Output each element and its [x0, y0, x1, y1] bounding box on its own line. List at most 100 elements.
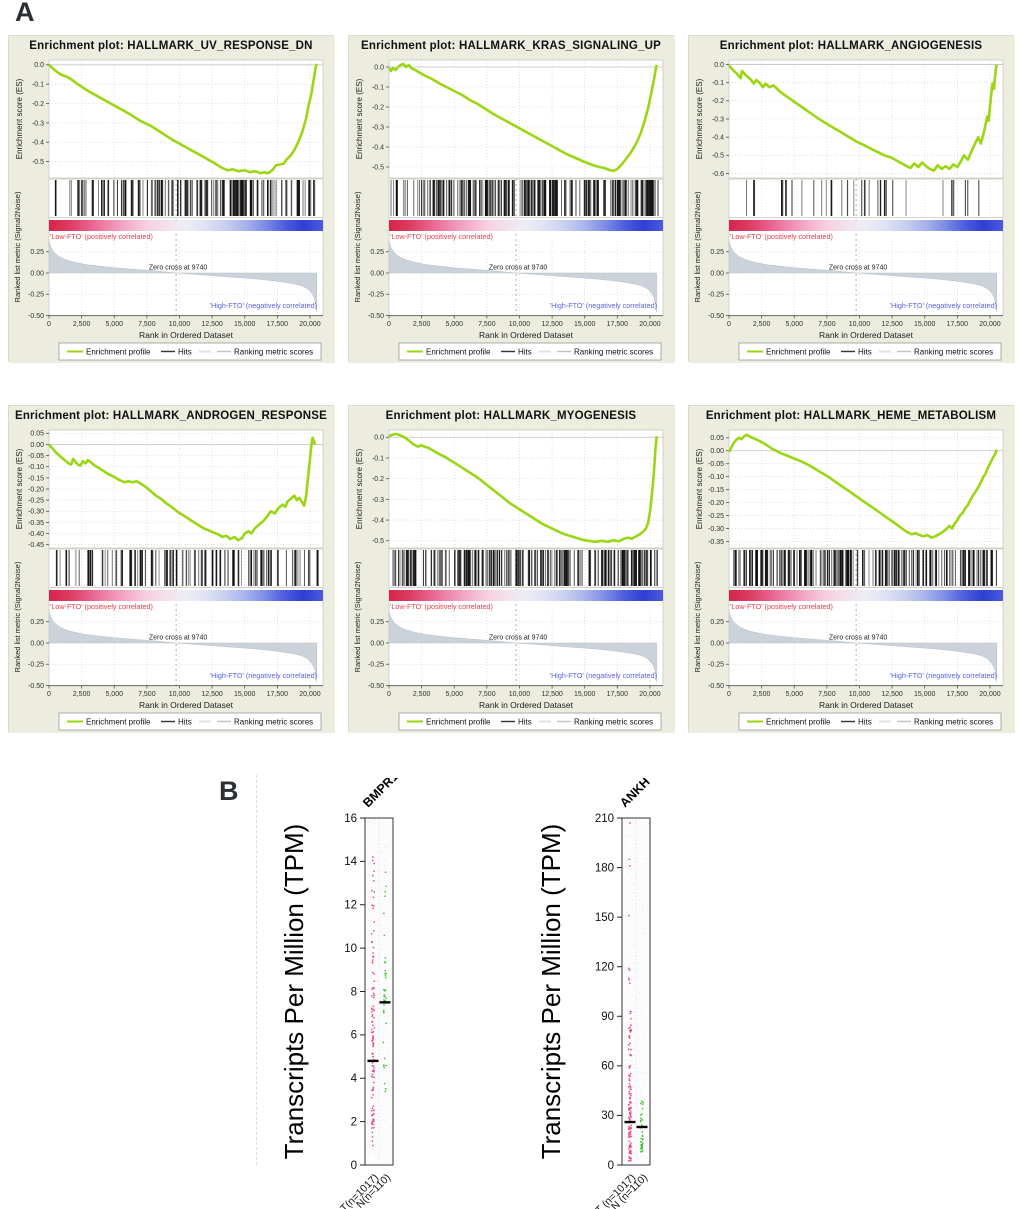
- svg-text:17,500: 17,500: [947, 321, 969, 328]
- hits-bars: [54, 180, 316, 216]
- svg-text:-0.3: -0.3: [712, 116, 724, 123]
- phenotype-gradient-bar: [49, 590, 323, 601]
- svg-text:12,500: 12,500: [541, 691, 563, 698]
- legend: Enrichment profile Hits Ranking metric sco…: [58, 342, 322, 361]
- svg-text:Enrichment profile: Enrichment profile: [426, 348, 491, 357]
- svg-text:10,000: 10,000: [849, 691, 871, 698]
- es-axis-label: Enrichment score (ES): [695, 448, 704, 529]
- svg-text:Enrichment profile: Enrichment profile: [766, 718, 831, 727]
- svg-text:2,500: 2,500: [73, 321, 91, 328]
- svg-text:15,000: 15,000: [574, 691, 596, 698]
- svg-text:-0.35: -0.35: [708, 539, 724, 546]
- svg-text:Enrichment profile: Enrichment profile: [426, 718, 491, 727]
- svg-text:-0.2: -0.2: [32, 101, 44, 108]
- svg-text:-0.2: -0.2: [372, 476, 384, 483]
- svg-text:-0.15: -0.15: [708, 487, 724, 494]
- gsea-plot-title: Enrichment plot: HALLMARK_KRAS_SIGNALING…: [361, 40, 661, 52]
- low-fto-label: 'Low-FTO' (positively correlated): [50, 232, 153, 241]
- phenotype-gradient-bar: [389, 220, 663, 231]
- svg-text:Ranking metric scores: Ranking metric scores: [914, 718, 993, 727]
- svg-text:210: 210: [595, 813, 614, 825]
- ranking-metric-area: [388, 611, 657, 683]
- svg-text:-0.25: -0.25: [708, 292, 724, 299]
- svg-text:0.25: 0.25: [710, 619, 724, 626]
- svg-text:0.00: 0.00: [30, 270, 44, 277]
- svg-text:12: 12: [344, 900, 357, 912]
- svg-text:16: 16: [344, 813, 357, 825]
- svg-text:120: 120: [595, 962, 614, 974]
- svg-text:-0.25: -0.25: [368, 292, 384, 299]
- expression-dots-tumor: [627, 822, 633, 1162]
- svg-text:5,000: 5,000: [785, 321, 803, 328]
- hits-bars: [392, 550, 658, 586]
- enrichment-score-curve: [387, 62, 658, 173]
- legend: Enrichment profile Hits Ranking metric sco…: [58, 712, 322, 731]
- zero-cross-label: Zero cross at 9740: [829, 265, 887, 272]
- svg-text:0.25: 0.25: [370, 619, 384, 626]
- svg-text:90: 90: [601, 1011, 614, 1023]
- svg-text:0.00: 0.00: [30, 442, 44, 449]
- svg-text:-0.2: -0.2: [712, 98, 724, 105]
- zero-cross-label: Zero cross at 9740: [829, 635, 887, 642]
- gsea-chart-svg: 0.05 0.00 -0.05 -0.10 -0.15 -0.20 -0.25 -0.30 -0…: [9, 406, 335, 733]
- ranking-metric-area: [728, 241, 997, 313]
- svg-text:Enrichment profile: Enrichment profile: [86, 348, 151, 357]
- low-fto-label: 'Low-FTO' (positively correlated): [390, 602, 493, 611]
- gsea-plot-title: Enrichment plot: HALLMARK_MYOGENESIS: [385, 410, 637, 422]
- svg-text:20,000: 20,000: [639, 691, 661, 698]
- x-axis-label: Rank in Ordered Dataset: [819, 330, 914, 340]
- high-fto-label: 'High-FTO' (negatively correlated): [210, 671, 317, 680]
- svg-text:-0.05: -0.05: [28, 453, 44, 460]
- svg-text:12,500: 12,500: [881, 321, 903, 328]
- ranking-metric-area: [388, 241, 657, 313]
- gene-name-label: ANKH: [617, 778, 652, 810]
- gsea-chart-svg: 0.05 0.00 -0.05 -0.10 -0.15 -0.20 -0.25 -0.30 -0…: [689, 406, 1015, 733]
- enrichment-score-curve: [388, 432, 658, 544]
- metric-axis-label: Ranked list metric (Signal2Noise): [353, 191, 362, 302]
- svg-text:Enrichment profile: Enrichment profile: [86, 718, 151, 727]
- svg-text:0.00: 0.00: [370, 270, 384, 277]
- svg-text:-0.50: -0.50: [28, 683, 44, 690]
- svg-text:-0.5: -0.5: [32, 159, 44, 166]
- svg-text:15,000: 15,000: [914, 321, 936, 328]
- svg-text:0.25: 0.25: [370, 249, 384, 256]
- low-fto-label: 'Low-FTO' (positively correlated): [50, 602, 153, 611]
- svg-text:0.0: 0.0: [714, 62, 724, 69]
- gsea-plot-title: Enrichment plot: HALLMARK_HEME_METABOLIS…: [705, 410, 997, 422]
- svg-text:-0.35: -0.35: [28, 520, 44, 527]
- gsea-plot-angiogenesis: 0.0 -0.1 -0.2 -0.3 -0.4 -0.5 -0.6 0.25 0.00 -0.25…: [688, 35, 1015, 363]
- x-axis-label: Rank in Ordered Dataset: [139, 700, 234, 710]
- svg-text:0.25: 0.25: [710, 249, 724, 256]
- svg-text:0.05: 0.05: [710, 435, 724, 442]
- svg-text:Ranking metric scores: Ranking metric scores: [234, 348, 313, 357]
- panel-b-divider-line: [256, 775, 257, 1165]
- es-axis-label: Enrichment score (ES): [15, 448, 24, 529]
- svg-text:2,500: 2,500: [73, 691, 91, 698]
- svg-text:-0.5: -0.5: [372, 164, 384, 171]
- tpm-plot-bmpr1a: 0 2 4 6 8 10 12 14 16 Transcripts Per Million (TP…: [279, 778, 407, 1209]
- svg-text:0.25: 0.25: [30, 249, 44, 256]
- low-fto-label: 'Low-FTO' (positively correlated): [730, 232, 833, 241]
- svg-text:-0.45: -0.45: [28, 542, 44, 549]
- tpm-plot-ankh: 0 30 60 90 120 150 180 210 Transcripts Per Milli…: [536, 778, 653, 1209]
- svg-text:Hits: Hits: [518, 718, 532, 727]
- svg-text:Hits: Hits: [858, 348, 872, 357]
- svg-text:12,500: 12,500: [881, 691, 903, 698]
- gsea-plot-myogenesis: 0.0 -0.1 -0.2 -0.3 -0.4 -0.5 0.25 0.00 -0.25 -0.5…: [348, 405, 675, 733]
- svg-text:-0.20: -0.20: [708, 500, 724, 507]
- svg-text:-0.4: -0.4: [372, 144, 384, 151]
- svg-text:10,000: 10,000: [169, 691, 191, 698]
- svg-text:-0.4: -0.4: [712, 135, 724, 142]
- gsea-plot-heme-metabolism: 0.05 0.00 -0.05 -0.10 -0.15 -0.20 -0.25 -0.30 -0…: [688, 405, 1015, 733]
- svg-text:0: 0: [387, 691, 391, 698]
- metric-axis-label: Ranked list metric (Signal2Noise): [693, 561, 702, 672]
- svg-text:12,500: 12,500: [201, 691, 223, 698]
- metric-axis-label: Ranked list metric (Signal2Noise): [353, 561, 362, 672]
- svg-text:2,500: 2,500: [413, 321, 431, 328]
- svg-text:0: 0: [47, 691, 51, 698]
- svg-text:-0.50: -0.50: [368, 313, 384, 320]
- gsea-plot-uv-response-dn: 0.0 -0.1 -0.2 -0.3 -0.4 -0.5 0.25 0.00 -0.25 -0.5…: [8, 35, 335, 363]
- svg-text:150: 150: [595, 912, 614, 924]
- svg-text:2,500: 2,500: [753, 691, 771, 698]
